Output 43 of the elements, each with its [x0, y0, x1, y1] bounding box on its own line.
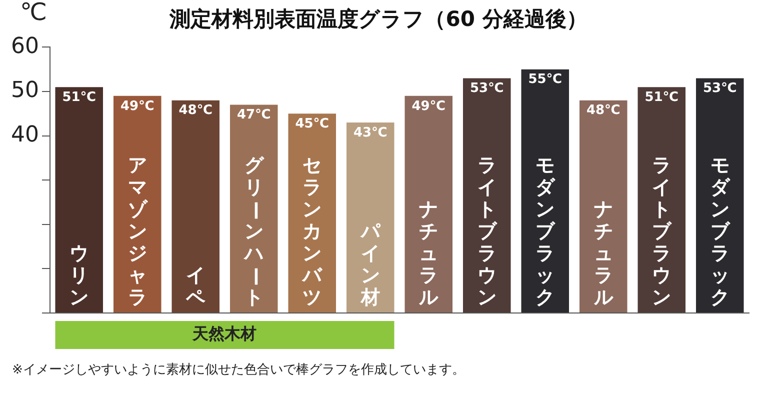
- x-tick-label: セランカンバツ: [302, 154, 324, 308]
- x-tick-label: イペ: [185, 264, 206, 308]
- bar: [55, 87, 103, 312]
- x-tick-label: パイン材: [360, 220, 381, 308]
- x-tick-label: アマゾンジャラ: [128, 154, 149, 308]
- chart-title: 測定材料別表面温度グラフ（60 分経過後）: [168, 7, 588, 32]
- x-tick-label: ウリン: [70, 242, 89, 308]
- bar: [113, 96, 162, 312]
- bar: [638, 87, 686, 312]
- data-label: 49℃: [412, 98, 446, 114]
- bar: [172, 100, 220, 312]
- data-label: 43℃: [353, 125, 388, 140]
- bar: [346, 122, 394, 312]
- y-tick-label: 60: [10, 34, 39, 59]
- data-label: 53℃: [702, 81, 737, 96]
- bar: [230, 104, 278, 312]
- bar: [404, 96, 453, 312]
- bar: [521, 69, 570, 312]
- x-tick-label: ライトブラウン: [477, 154, 498, 308]
- data-label: 49℃: [120, 98, 154, 114]
- x-tick-label: モダンブラック: [710, 154, 730, 308]
- x-tick-label: グリーンハート: [242, 154, 266, 308]
- data-label: 48℃: [586, 103, 620, 118]
- bar: [579, 100, 628, 312]
- text: 天然木材: [192, 324, 257, 344]
- data-label: 53℃: [470, 81, 504, 96]
- bar: [288, 114, 336, 312]
- data-label: 55℃: [528, 72, 562, 88]
- bar: [696, 78, 744, 312]
- data-label: 51℃: [644, 90, 679, 105]
- data-label: 45℃: [295, 116, 330, 132]
- data-label: 51℃: [62, 90, 96, 105]
- y-tick-label: 40: [10, 122, 39, 148]
- y-tick-label: 50: [10, 78, 39, 104]
- x-tick-label: ナチュラル: [592, 198, 614, 308]
- x-tick-label: ナチュラル: [418, 198, 440, 308]
- data-label: 48℃: [178, 103, 213, 118]
- y-axis-title: ℃: [20, 0, 47, 26]
- x-tick-label: ライトブラウン: [652, 154, 672, 308]
- x-tick-label: モダンブラック: [536, 154, 556, 308]
- text: ※イメージしやすいように素材に似せた色合いで棒グラフを作成しています。: [12, 362, 465, 378]
- bar: [462, 78, 511, 312]
- data-label: 47℃: [236, 108, 271, 123]
